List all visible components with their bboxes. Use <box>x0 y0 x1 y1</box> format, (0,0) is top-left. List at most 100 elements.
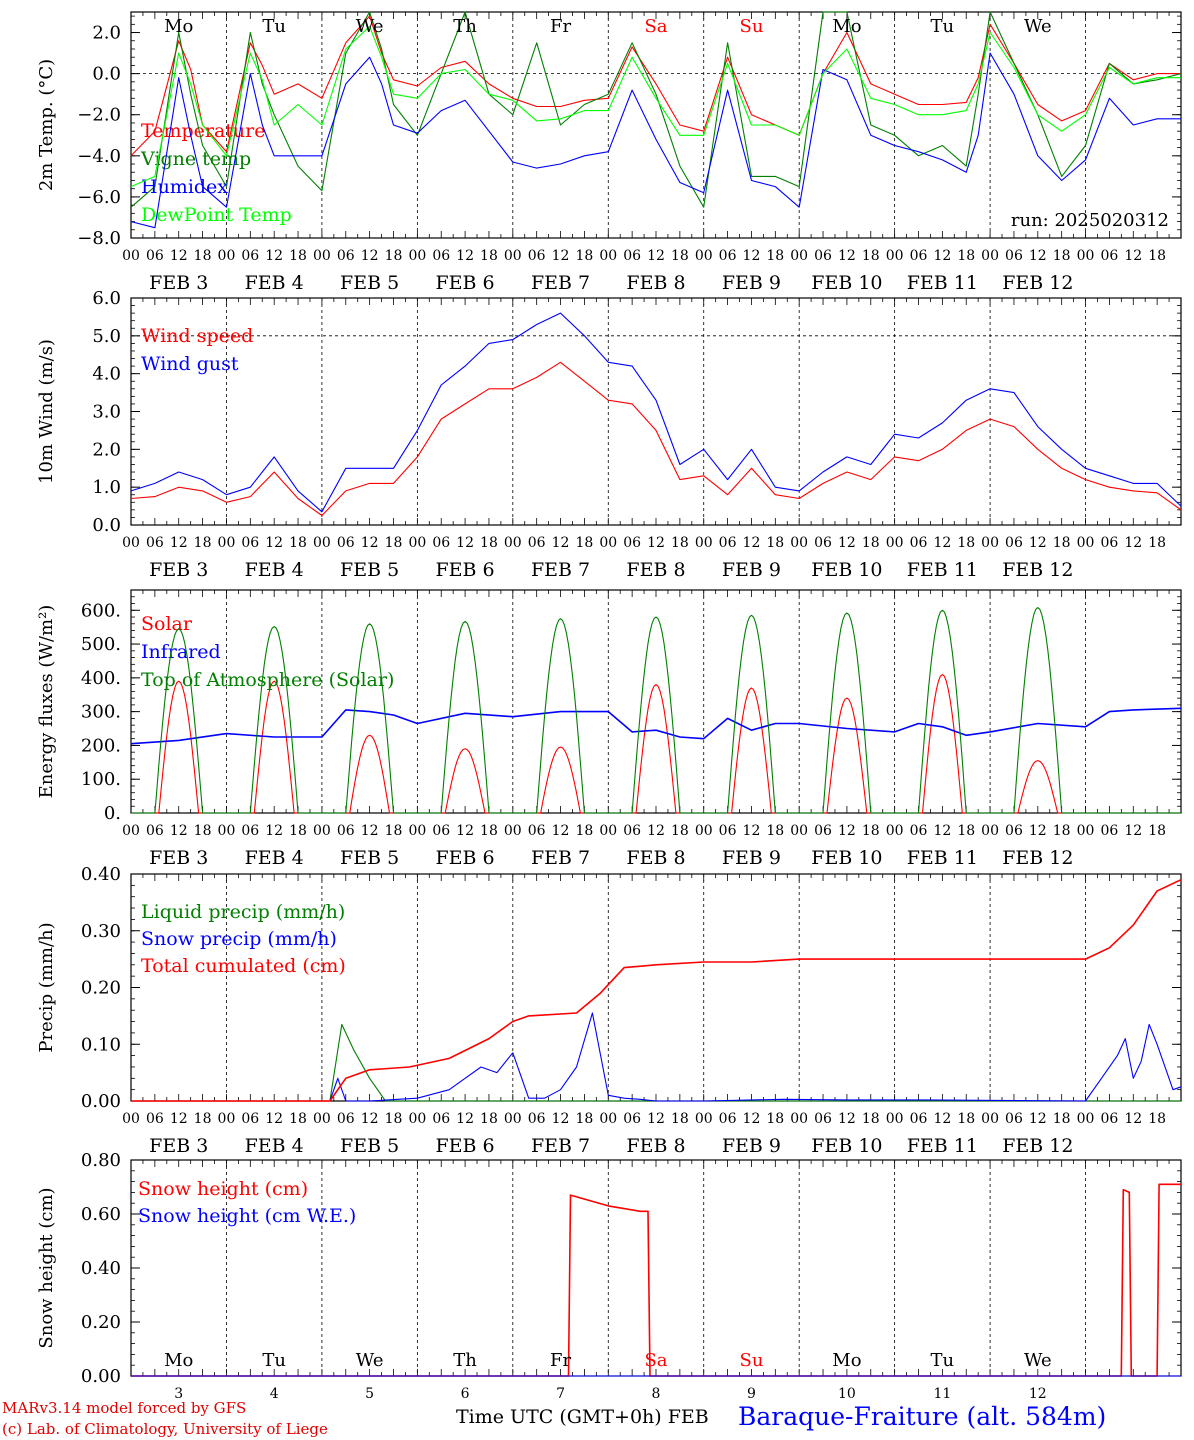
hour-tick-label: 00 <box>313 535 331 551</box>
hour-tick-label: 12 <box>743 823 761 839</box>
hour-tick-label: 06 <box>432 535 450 551</box>
hour-tick-label: 00 <box>218 535 236 551</box>
hour-tick-label: 06 <box>623 535 641 551</box>
model-credit: MARv3.14 model forced by GFS <box>2 1399 247 1417</box>
hour-tick-label: 00 <box>218 248 236 264</box>
hour-tick-label: 06 <box>528 535 546 551</box>
hour-tick-label: 06 <box>814 1111 832 1127</box>
y-tick-label: 0.00 <box>81 1091 121 1112</box>
y-tick-label: 0.30 <box>81 921 121 942</box>
hour-tick-label: 00 <box>218 1111 236 1127</box>
hour-tick-label: 06 <box>910 535 928 551</box>
date-label: FEB 4 <box>245 1135 304 1157</box>
series-line-infrared <box>130 707 1182 745</box>
hour-tick-label: 18 <box>385 248 403 264</box>
legend-entry: Top of Atmosphere (Solar) <box>141 669 394 691</box>
hour-tick-label: 18 <box>1053 823 1071 839</box>
hour-tick-label: 18 <box>194 248 212 264</box>
hour-tick-label: 12 <box>933 823 951 839</box>
day-number-label: 10 <box>838 1386 856 1402</box>
date-label: FEB 7 <box>531 1135 590 1157</box>
date-label: FEB 5 <box>340 847 399 869</box>
hour-tick-label: 18 <box>480 535 498 551</box>
hour-tick-label: 12 <box>361 248 379 264</box>
hour-tick-label: 06 <box>719 535 737 551</box>
hour-tick-label: 00 <box>122 823 140 839</box>
hour-tick-label: 06 <box>1100 248 1118 264</box>
weekday-label: Tu <box>262 16 286 37</box>
hour-tick-label: 06 <box>1005 823 1023 839</box>
legend-entry: Wind speed <box>141 325 253 347</box>
hour-tick-label: 06 <box>146 1111 164 1127</box>
hour-tick-label: 18 <box>766 1111 784 1127</box>
y-tick-label: −6.0 <box>77 187 121 208</box>
hour-tick-label: 00 <box>695 248 713 264</box>
weekday-label: Tu <box>262 1350 286 1371</box>
date-label: FEB 5 <box>340 1135 399 1157</box>
date-label: FEB 9 <box>722 1135 781 1157</box>
weekday-label: Su <box>739 1350 763 1371</box>
hour-tick-label: 18 <box>671 248 689 264</box>
hour-tick-label: 00 <box>981 1111 999 1127</box>
hour-tick-label: 18 <box>575 1111 593 1127</box>
hour-tick-label: 00 <box>790 1111 808 1127</box>
series-line-total-cumulated-cm- <box>131 878 1182 1102</box>
hour-tick-label: 18 <box>957 1111 975 1127</box>
y-tick-label: 0. <box>104 803 121 824</box>
hour-tick-label: 06 <box>910 1111 928 1127</box>
weekday-label: Sa <box>644 1350 667 1371</box>
y-tick-label: 0.20 <box>81 978 121 999</box>
hour-tick-label: 18 <box>575 248 593 264</box>
hour-tick-label: 18 <box>1148 248 1166 264</box>
hour-tick-label: 18 <box>1148 823 1166 839</box>
date-label: FEB 3 <box>149 847 208 869</box>
hour-tick-label: 18 <box>671 535 689 551</box>
hour-tick-label: 00 <box>1077 535 1095 551</box>
date-label: FEB 4 <box>245 847 304 869</box>
x-axis-title: Time UTC (GMT+0h) FEB <box>456 1406 709 1428</box>
hour-tick-label: 12 <box>1124 248 1142 264</box>
y-tick-label: 0.0 <box>92 64 121 85</box>
hour-tick-label: 18 <box>766 535 784 551</box>
series-line-liquid-precip-mm-h- <box>131 1023 1181 1102</box>
weekday-label: Mo <box>832 16 861 37</box>
day-number-label: 6 <box>461 1386 470 1402</box>
hour-tick-label: 06 <box>623 248 641 264</box>
y-tick-label: 300. <box>81 702 121 723</box>
y-tick-label: 400. <box>81 668 121 689</box>
date-label: FEB 9 <box>722 559 781 581</box>
date-label: FEB 3 <box>149 272 208 294</box>
hour-tick-label: 06 <box>1100 1111 1118 1127</box>
y-tick-label: 0.00 <box>81 1366 121 1387</box>
hour-tick-label: 18 <box>480 1111 498 1127</box>
hour-tick-label: 00 <box>313 1111 331 1127</box>
hour-tick-label: 18 <box>1053 1111 1071 1127</box>
weekday-label: Fr <box>550 1350 571 1371</box>
y-tick-label: 3.0 <box>92 402 121 423</box>
hour-tick-label: 00 <box>1077 248 1095 264</box>
y-tick-label: 0.60 <box>81 1204 121 1225</box>
hour-tick-label: 06 <box>337 1111 355 1127</box>
y-tick-label: 0.40 <box>81 1258 121 1279</box>
hour-tick-label: 00 <box>313 823 331 839</box>
hour-tick-label: 06 <box>337 823 355 839</box>
hour-tick-label: 12 <box>647 1111 665 1127</box>
hour-tick-label: 06 <box>1005 535 1023 551</box>
hour-tick-label: 00 <box>599 1111 617 1127</box>
y-axis-title: Snow height (cm) <box>36 1187 57 1348</box>
hour-tick-label: 18 <box>1053 535 1071 551</box>
hour-tick-label: 18 <box>862 823 880 839</box>
hour-tick-label: 12 <box>552 535 570 551</box>
date-label: FEB 3 <box>149 559 208 581</box>
hour-tick-label: 18 <box>480 248 498 264</box>
hour-tick-label: 18 <box>671 1111 689 1127</box>
hour-tick-label: 00 <box>504 1111 522 1127</box>
hour-tick-label: 00 <box>408 823 426 839</box>
hour-tick-label: 18 <box>289 1111 307 1127</box>
date-label: FEB 7 <box>531 847 590 869</box>
date-label: FEB 12 <box>1002 559 1073 581</box>
date-label: FEB 8 <box>626 559 685 581</box>
hour-tick-label: 18 <box>289 248 307 264</box>
hour-tick-label: 12 <box>1124 1111 1142 1127</box>
